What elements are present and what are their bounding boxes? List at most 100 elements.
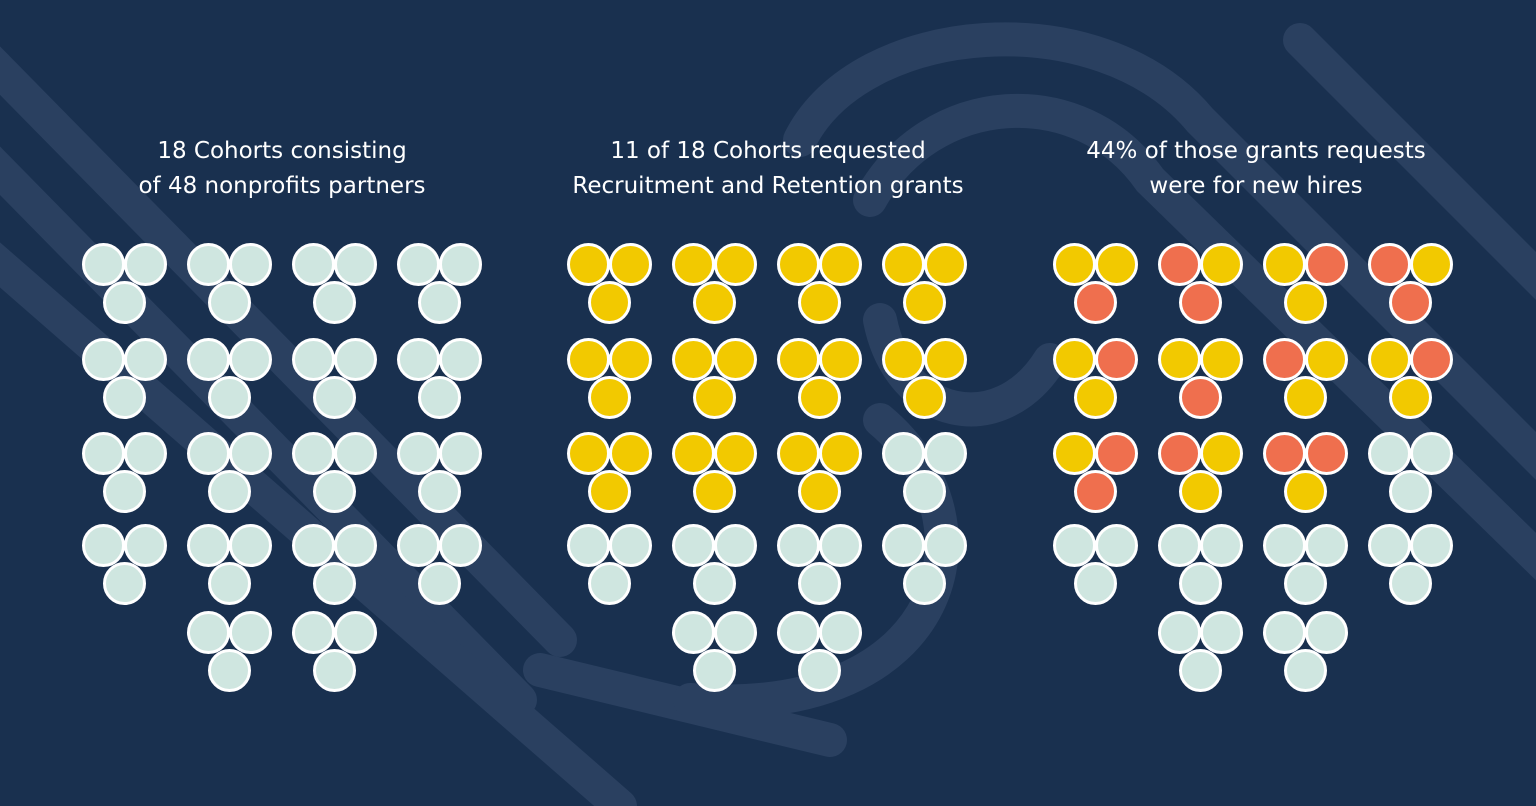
partner-dot-neutral bbox=[291, 431, 335, 475]
partner-dot-neutral bbox=[923, 431, 967, 475]
partner-dot-neutral bbox=[186, 337, 230, 381]
partner-dot-requested bbox=[1052, 337, 1096, 381]
partner-dot-neutral bbox=[333, 523, 377, 567]
partner-dot-neutral bbox=[1388, 561, 1432, 605]
partner-dot-neutral bbox=[207, 648, 251, 692]
partner-dot-requested bbox=[902, 375, 946, 419]
partner-dot-neutral bbox=[207, 375, 251, 419]
partner-dot-neutral bbox=[102, 280, 146, 324]
partner-dot-neutral bbox=[228, 431, 272, 475]
partner-dot-neutral bbox=[81, 337, 125, 381]
partner-dot-new-hire bbox=[1178, 375, 1222, 419]
partner-dot-neutral bbox=[1157, 523, 1201, 567]
partner-dot-new-hire bbox=[1073, 280, 1117, 324]
partner-dot-requested bbox=[776, 431, 820, 475]
partner-dot-neutral bbox=[438, 431, 482, 475]
panel-title-line: 11 of 18 Cohorts requested bbox=[610, 138, 926, 164]
partner-dot-new-hire bbox=[1304, 242, 1348, 286]
partner-dot-requested bbox=[713, 337, 757, 381]
partner-dot-neutral bbox=[1052, 523, 1096, 567]
partner-dot-requested bbox=[1304, 337, 1348, 381]
partner-dot-neutral bbox=[102, 375, 146, 419]
partner-dot-requested bbox=[566, 337, 610, 381]
partner-dot-requested bbox=[776, 242, 820, 286]
partner-dot-neutral bbox=[671, 523, 715, 567]
partner-dot-neutral bbox=[902, 469, 946, 513]
partner-dot-neutral bbox=[396, 431, 440, 475]
panel-title-line: were for new hires bbox=[1149, 173, 1363, 199]
partner-dot-requested bbox=[692, 280, 736, 324]
partner-dot-neutral bbox=[881, 431, 925, 475]
partner-dot-requested bbox=[1388, 375, 1432, 419]
panel-title-line: 44% of those grants requests bbox=[1086, 138, 1426, 164]
partner-dot-neutral bbox=[291, 242, 335, 286]
partner-dot-neutral bbox=[1178, 648, 1222, 692]
partner-dot-neutral bbox=[1367, 431, 1411, 475]
partner-dot-requested bbox=[1283, 280, 1327, 324]
partner-dot-requested bbox=[1052, 242, 1096, 286]
partner-dot-neutral bbox=[1262, 610, 1306, 654]
partner-dot-neutral bbox=[228, 242, 272, 286]
partner-dot-neutral bbox=[566, 523, 610, 567]
partner-dot-neutral bbox=[81, 523, 125, 567]
partner-dot-neutral bbox=[333, 431, 377, 475]
partner-dot-neutral bbox=[438, 242, 482, 286]
partner-dot-requested bbox=[608, 337, 652, 381]
partner-dot-neutral bbox=[123, 431, 167, 475]
partner-dot-neutral bbox=[438, 337, 482, 381]
partner-dot-requested bbox=[797, 375, 841, 419]
partner-dot-requested bbox=[1262, 242, 1306, 286]
partner-dot-requested bbox=[587, 280, 631, 324]
partner-dot-requested bbox=[1073, 375, 1117, 419]
partner-dot-new-hire bbox=[1262, 337, 1306, 381]
partner-dot-neutral bbox=[587, 561, 631, 605]
partner-dot-new-hire bbox=[1073, 469, 1117, 513]
partner-dot-neutral bbox=[228, 337, 272, 381]
partner-dot-neutral bbox=[923, 523, 967, 567]
partner-dot-neutral bbox=[1304, 523, 1348, 567]
partner-dot-requested bbox=[692, 469, 736, 513]
partner-dot-neutral bbox=[1199, 523, 1243, 567]
partner-dot-neutral bbox=[417, 561, 461, 605]
partner-dot-neutral bbox=[291, 610, 335, 654]
partner-dot-requested bbox=[1283, 469, 1327, 513]
partner-dot-neutral bbox=[186, 242, 230, 286]
partner-dot-neutral bbox=[902, 561, 946, 605]
partner-dot-new-hire bbox=[1178, 280, 1222, 324]
partner-dot-neutral bbox=[1157, 610, 1201, 654]
partner-dot-neutral bbox=[291, 523, 335, 567]
partner-dot-neutral bbox=[186, 610, 230, 654]
partner-dot-neutral bbox=[312, 375, 356, 419]
partner-dot-requested bbox=[923, 337, 967, 381]
partner-dot-requested bbox=[923, 242, 967, 286]
partner-dot-new-hire bbox=[1157, 431, 1201, 475]
partner-dot-neutral bbox=[1304, 610, 1348, 654]
panel-title-line: of 48 nonprofits partners bbox=[138, 173, 426, 199]
partner-dot-neutral bbox=[396, 337, 440, 381]
partner-dot-requested bbox=[881, 337, 925, 381]
partner-dot-requested bbox=[818, 242, 862, 286]
partner-dot-neutral bbox=[713, 523, 757, 567]
partner-dot-neutral bbox=[1262, 523, 1306, 567]
partner-dot-neutral bbox=[102, 469, 146, 513]
panel-title: 44% of those grants requests were for new… bbox=[1016, 134, 1496, 204]
partner-dot-neutral bbox=[228, 610, 272, 654]
partner-dot-neutral bbox=[1388, 469, 1432, 513]
partner-dot-neutral bbox=[1073, 561, 1117, 605]
partner-dot-neutral bbox=[776, 523, 820, 567]
partner-dot-neutral bbox=[417, 375, 461, 419]
partner-dot-neutral bbox=[81, 242, 125, 286]
partner-dot-neutral bbox=[186, 523, 230, 567]
partner-dot-neutral bbox=[312, 280, 356, 324]
partner-dot-new-hire bbox=[1262, 431, 1306, 475]
partner-dot-requested bbox=[608, 431, 652, 475]
partner-dot-new-hire bbox=[1094, 337, 1138, 381]
partner-dot-neutral bbox=[186, 431, 230, 475]
partner-dot-requested bbox=[713, 431, 757, 475]
partner-dot-new-hire bbox=[1304, 431, 1348, 475]
partner-dot-requested bbox=[797, 280, 841, 324]
partner-dot-requested bbox=[713, 242, 757, 286]
partner-dot-new-hire bbox=[1388, 280, 1432, 324]
partner-dot-neutral bbox=[692, 648, 736, 692]
partner-dot-requested bbox=[566, 242, 610, 286]
